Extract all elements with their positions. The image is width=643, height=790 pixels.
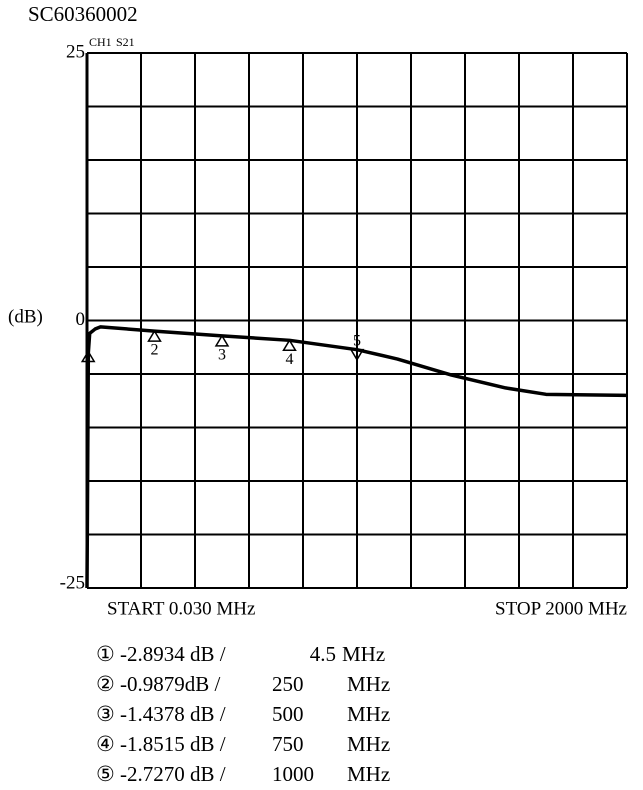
marker: [349, 348, 365, 362]
channel-label: CH1: [89, 35, 112, 49]
parameter-label: S21: [116, 35, 135, 49]
marker-unit: MHz: [347, 672, 390, 696]
marker-tag: 5: [353, 332, 361, 349]
marker-unit: MHz: [347, 732, 390, 756]
marker-unit: MHz: [347, 702, 390, 726]
y-tick-label: 0: [76, 309, 86, 330]
marker-unit: MHz: [347, 762, 390, 786]
marker-value: -0.9879dB /: [120, 672, 221, 696]
marker-symbol: ⑤: [96, 762, 115, 786]
marker-frequency: 4.5: [310, 642, 336, 666]
marker-symbol: ④: [96, 732, 115, 756]
start-label: START 0.030 MHz: [107, 598, 255, 619]
marker-symbol: ②: [96, 672, 115, 696]
y-axis-label: (dB): [8, 306, 43, 327]
marker-frequency: 1000: [272, 762, 314, 786]
marker-tag: 3: [218, 347, 226, 364]
marker-tag: 4: [285, 351, 293, 368]
stop-label: STOP 2000 MHz: [495, 598, 627, 619]
y-tick-label: -25: [60, 572, 85, 593]
marker-unit: MHz: [342, 642, 385, 666]
marker: [282, 338, 297, 352]
marker-value: -1.8515 dB /: [120, 732, 226, 756]
marker: [147, 329, 162, 342]
trace: [85, 325, 628, 589]
marker-frequency: 750: [272, 732, 304, 756]
marker-symbol: ③: [96, 702, 115, 726]
marker-frequency: 250: [272, 672, 304, 696]
chart-title: SC60360002: [28, 2, 138, 26]
marker-tag: 2: [150, 342, 158, 359]
y-tick-label: 25: [66, 41, 85, 62]
marker: [80, 350, 96, 363]
marker-frequency: 500: [272, 702, 304, 726]
marker: [214, 334, 230, 347]
marker-value: -2.8934 dB /: [120, 642, 226, 666]
marker-value: -1.4378 dB /: [120, 702, 226, 726]
marker-value: -2.7270 dB /: [120, 762, 226, 786]
marker-symbol: ①: [96, 642, 115, 666]
